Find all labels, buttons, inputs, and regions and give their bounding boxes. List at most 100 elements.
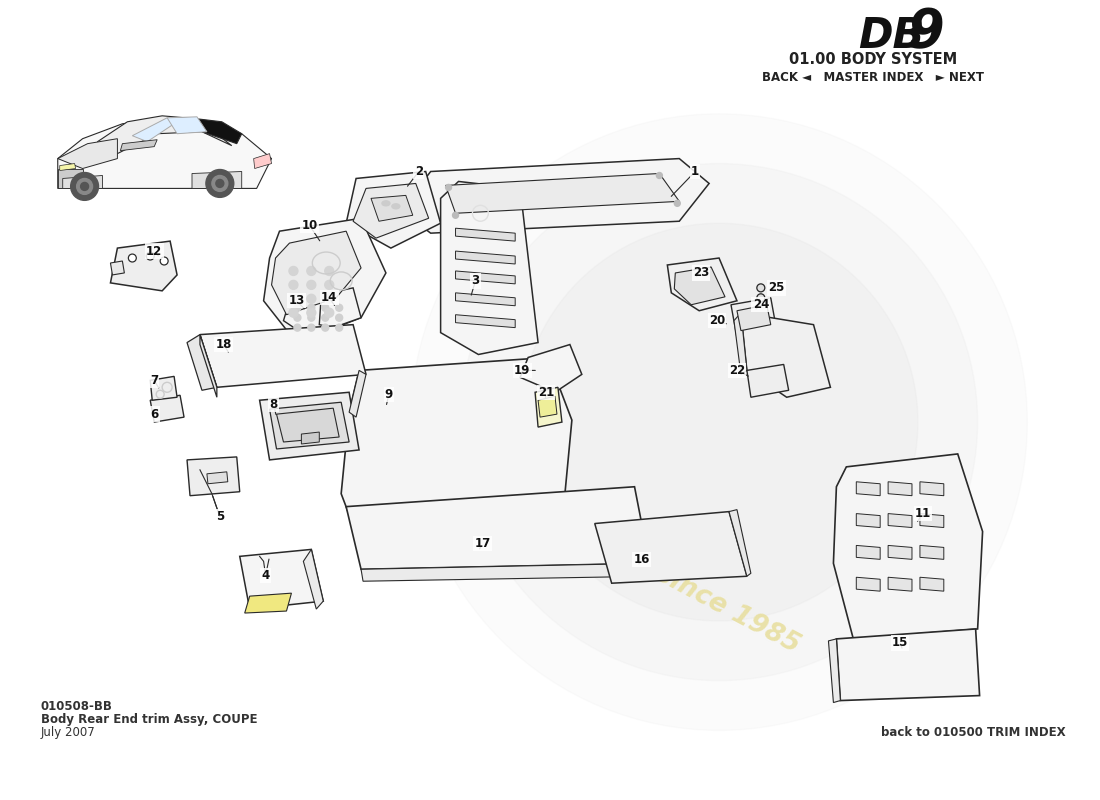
Polygon shape (455, 271, 515, 284)
Circle shape (289, 308, 298, 317)
Text: 15: 15 (892, 636, 909, 650)
Polygon shape (200, 334, 217, 398)
Text: 8: 8 (270, 398, 277, 410)
Polygon shape (240, 550, 323, 609)
Polygon shape (301, 432, 319, 444)
Polygon shape (446, 174, 680, 214)
Circle shape (757, 294, 764, 302)
Circle shape (289, 280, 298, 290)
Polygon shape (888, 482, 912, 496)
Polygon shape (260, 392, 359, 460)
Text: 21: 21 (538, 386, 554, 398)
Polygon shape (828, 639, 840, 702)
Polygon shape (284, 295, 331, 333)
Polygon shape (888, 514, 912, 527)
Polygon shape (920, 514, 944, 527)
Text: BACK ◄   MASTER INDEX   ► NEXT: BACK ◄ MASTER INDEX ► NEXT (762, 70, 984, 83)
Circle shape (308, 314, 315, 321)
Circle shape (324, 294, 333, 303)
Polygon shape (207, 472, 228, 484)
Text: 3: 3 (472, 274, 480, 287)
Polygon shape (455, 293, 515, 306)
Polygon shape (668, 258, 737, 310)
Polygon shape (856, 578, 880, 591)
Circle shape (77, 178, 92, 194)
Circle shape (452, 212, 459, 218)
Polygon shape (888, 578, 912, 591)
Polygon shape (349, 370, 366, 417)
Circle shape (294, 324, 301, 331)
Text: 22: 22 (729, 364, 745, 377)
Circle shape (322, 314, 329, 321)
Polygon shape (455, 251, 515, 264)
Text: Body Rear End trim Assy, COUPE: Body Rear End trim Assy, COUPE (41, 713, 257, 726)
Ellipse shape (392, 204, 399, 209)
Polygon shape (346, 171, 441, 248)
Polygon shape (59, 163, 76, 170)
Circle shape (322, 304, 329, 311)
Polygon shape (747, 365, 789, 398)
Text: 10: 10 (301, 218, 318, 232)
Polygon shape (200, 325, 366, 387)
Circle shape (308, 324, 315, 331)
Polygon shape (151, 376, 177, 400)
Text: 17: 17 (474, 537, 491, 550)
Polygon shape (110, 261, 124, 275)
Polygon shape (353, 183, 429, 238)
Polygon shape (57, 138, 118, 169)
Polygon shape (888, 546, 912, 559)
Text: 6: 6 (150, 408, 158, 421)
Text: a passion for parts since 1985: a passion for parts since 1985 (396, 425, 804, 658)
Circle shape (757, 284, 764, 292)
Polygon shape (734, 313, 747, 374)
Text: 2: 2 (415, 165, 422, 178)
Polygon shape (110, 241, 177, 291)
Text: DB: DB (858, 15, 924, 58)
Polygon shape (371, 195, 412, 222)
Text: 23: 23 (693, 266, 710, 279)
Polygon shape (595, 512, 747, 583)
Polygon shape (535, 387, 562, 427)
Circle shape (307, 266, 316, 275)
Polygon shape (674, 267, 725, 305)
Circle shape (146, 252, 154, 260)
Circle shape (294, 314, 301, 321)
Circle shape (307, 308, 316, 317)
Text: back to 010500 TRIM INDEX: back to 010500 TRIM INDEX (880, 726, 1065, 739)
Circle shape (307, 280, 316, 290)
Text: 24: 24 (752, 298, 769, 311)
Polygon shape (254, 154, 272, 169)
Polygon shape (520, 345, 582, 392)
Polygon shape (192, 171, 242, 189)
Circle shape (410, 114, 1027, 730)
Polygon shape (732, 298, 777, 338)
Text: 9: 9 (385, 388, 393, 401)
Polygon shape (167, 117, 207, 134)
Polygon shape (120, 140, 157, 150)
Polygon shape (856, 546, 880, 559)
Polygon shape (455, 314, 515, 328)
Text: 18: 18 (216, 338, 232, 351)
Circle shape (129, 254, 136, 262)
Circle shape (161, 257, 168, 265)
Text: 11: 11 (915, 507, 931, 520)
Text: 19: 19 (514, 364, 530, 377)
Polygon shape (132, 118, 177, 142)
Circle shape (289, 294, 298, 303)
Circle shape (212, 175, 228, 191)
Polygon shape (304, 550, 323, 609)
Text: 20: 20 (708, 314, 725, 327)
Polygon shape (538, 396, 557, 417)
Polygon shape (729, 510, 751, 576)
Polygon shape (836, 629, 980, 701)
Polygon shape (400, 158, 710, 233)
Polygon shape (920, 578, 944, 591)
Polygon shape (361, 563, 651, 582)
Text: 4: 4 (262, 569, 270, 582)
Circle shape (336, 314, 343, 321)
Polygon shape (920, 546, 944, 559)
Text: 12: 12 (146, 245, 163, 258)
Polygon shape (187, 457, 240, 496)
Text: 7: 7 (150, 374, 158, 387)
Circle shape (307, 294, 316, 303)
